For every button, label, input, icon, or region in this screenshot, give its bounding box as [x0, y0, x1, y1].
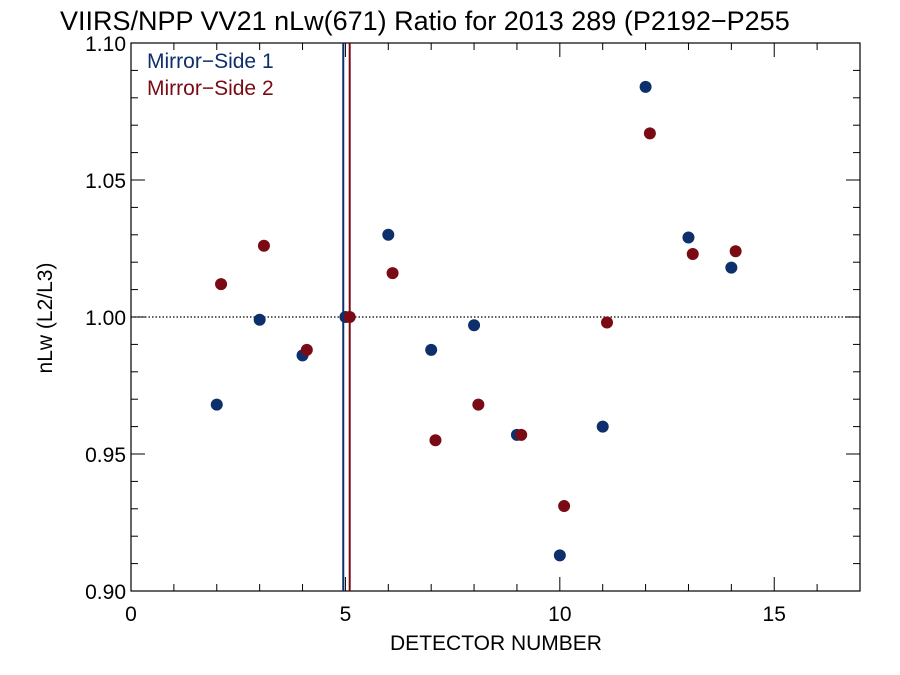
- data-point-series-2: [643, 127, 656, 140]
- data-point-series-1: [382, 228, 395, 241]
- data-point-series-2: [300, 343, 313, 356]
- legend: Mirror−Side 1 Mirror−Side 2: [147, 50, 274, 100]
- y-axis-label: nLw (L2/L3): [34, 263, 57, 374]
- axis-ticks: [130, 42, 861, 592]
- x-tick-label: 5: [340, 603, 352, 626]
- y-tick-label: 1.05: [85, 170, 126, 193]
- data-points: [210, 80, 742, 562]
- data-point-series-2: [257, 239, 270, 252]
- data-point-series-2: [686, 247, 699, 260]
- legend-entry: Mirror−Side 1: [147, 50, 274, 73]
- y-tick-label: 0.90: [85, 581, 126, 604]
- data-point-series-2: [386, 267, 399, 280]
- data-point-series-1: [596, 420, 609, 433]
- data-point-series-2: [343, 311, 356, 323]
- data-point-series-2: [215, 278, 228, 291]
- x-tick-label: 15: [763, 603, 786, 626]
- x-tick-label: 10: [548, 603, 571, 626]
- data-point-series-1: [553, 549, 566, 562]
- x-axis-label: DETECTOR NUMBER: [390, 632, 602, 655]
- chart-title: VIIRS/NPP VV21 nLw(671) Ratio for 2013 2…: [60, 6, 790, 36]
- data-point-series-2: [729, 245, 742, 258]
- x-tick-label: 0: [125, 603, 137, 626]
- data-point-series-2: [515, 428, 528, 441]
- data-point-series-1: [725, 261, 738, 274]
- data-point-series-1: [253, 313, 266, 326]
- data-point-series-1: [468, 319, 481, 332]
- y-tick-label: 1.10: [85, 33, 126, 56]
- data-point-series-2: [472, 398, 485, 411]
- tick-labels: 0 5 10 15 0.90 0.95 1.00 1.05 1.10: [85, 33, 786, 626]
- data-point-series-1: [682, 231, 695, 244]
- data-point-series-2: [429, 434, 442, 447]
- y-tick-label: 0.95: [85, 444, 126, 467]
- data-point-series-2: [558, 500, 571, 513]
- data-point-series-2: [600, 316, 613, 329]
- y-tick-label: 1.00: [85, 307, 126, 330]
- data-point-series-1: [639, 80, 652, 93]
- legend-entry: Mirror−Side 2: [147, 77, 274, 100]
- data-point-series-1: [425, 343, 438, 356]
- data-point-series-1: [210, 398, 223, 411]
